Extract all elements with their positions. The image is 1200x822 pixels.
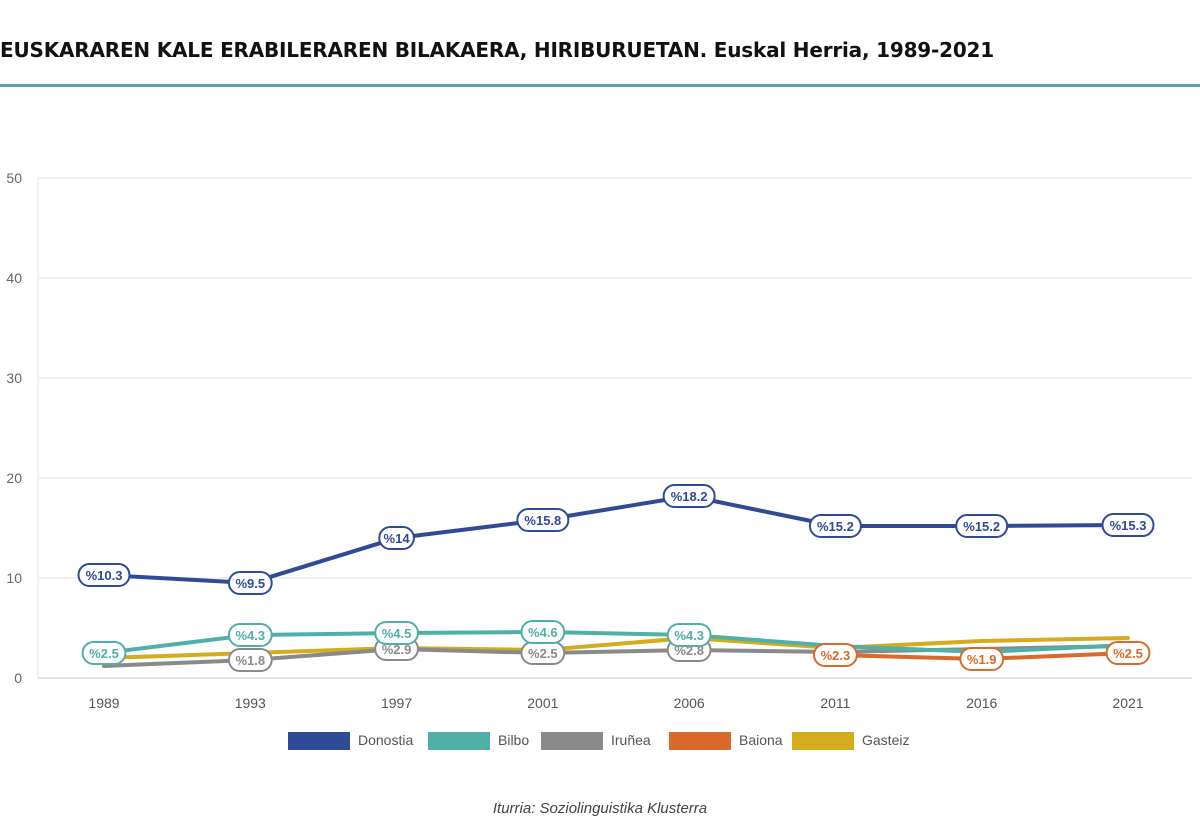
source-note: Iturria: Soziolinguistika Klusterra [492, 800, 708, 817]
data-label: %15.2 [963, 519, 1000, 534]
title-divider [0, 84, 1200, 87]
x-tick-label: 2011 [820, 695, 850, 711]
data-label: %2.3 [821, 648, 851, 663]
data-label-box [1101, 513, 1155, 537]
data-label-box [808, 514, 862, 538]
x-tick-label: 2006 [674, 695, 705, 711]
data-label-box [1105, 641, 1151, 665]
legend-swatch [792, 732, 854, 750]
data-label: %15.8 [524, 513, 561, 528]
series-line-gasteiz [102, 636, 1130, 660]
x-tick-label: 2001 [527, 695, 558, 711]
data-label: %2.5 [89, 646, 119, 661]
y-tick-label: 30 [6, 370, 22, 386]
x-tick-label: 1989 [88, 695, 119, 711]
data-label: %10.3 [86, 568, 123, 583]
x-tick-label: 2016 [966, 695, 997, 711]
legend-label: Iruñea [611, 732, 651, 748]
y-tick-label: 20 [6, 470, 22, 486]
data-label: %2.5 [1113, 646, 1143, 661]
legend-swatch [428, 732, 490, 750]
data-label: %14 [384, 531, 411, 546]
y-tick-label: 0 [14, 670, 22, 686]
x-tick-label: 1993 [235, 695, 266, 711]
legend-label: Gasteiz [862, 732, 910, 748]
legend-label: Baiona [739, 732, 783, 748]
y-tick-label: 50 [6, 170, 22, 186]
data-label-box [227, 571, 273, 595]
data-label: %1.8 [235, 653, 265, 668]
data-label-box [227, 648, 273, 672]
data-label: %2.9 [382, 642, 412, 657]
line-chart: 0 10 20 30 40 50 1989 1993 1997 2001 2006 2011 2016 2… [6, 170, 1192, 711]
series-line-donostia [102, 494, 1130, 585]
data-label-box [666, 623, 712, 647]
x-tick-label: 2021 [1112, 695, 1143, 711]
data-label: %18.2 [671, 489, 708, 504]
y-tick-label: 10 [6, 570, 22, 586]
data-label-box [227, 623, 273, 647]
data-label: %15.3 [1110, 518, 1147, 533]
data-label: %2.5 [528, 646, 558, 661]
y-tick-label: 40 [6, 270, 22, 286]
data-label: %4.5 [382, 626, 412, 641]
legend-swatch [669, 732, 731, 750]
data-label-box [374, 621, 419, 645]
data-label-box [813, 643, 858, 667]
data-label-box [81, 641, 127, 665]
x-tick-label: 1997 [381, 695, 412, 711]
data-label: %15.2 [817, 519, 854, 534]
data-label-box [662, 484, 716, 508]
data-label: %4.3 [674, 628, 704, 643]
legend-swatch [288, 732, 350, 750]
chart-title: EUSKARAREN KALE ERABILERAREN BILAKAERA, … [0, 38, 994, 62]
data-label: %4.3 [235, 628, 265, 643]
data-label-box [378, 526, 415, 550]
series-line-bilbo [102, 630, 1130, 655]
chart-legend: Donostia Bilbo Iruñea Baiona Gasteiz [0, 728, 1200, 754]
data-label: %4.6 [528, 625, 558, 640]
data-label: %9.5 [235, 576, 265, 591]
data-label-box [516, 508, 570, 532]
data-label-box [520, 620, 566, 644]
data-label-box [77, 563, 131, 587]
data-label-box [955, 514, 1009, 538]
data-label: %1.9 [967, 652, 997, 667]
legend-swatch [541, 732, 603, 750]
legend-label: Donostia [358, 732, 414, 748]
data-label-box [959, 647, 1005, 671]
legend-label: Bilbo [498, 732, 530, 748]
